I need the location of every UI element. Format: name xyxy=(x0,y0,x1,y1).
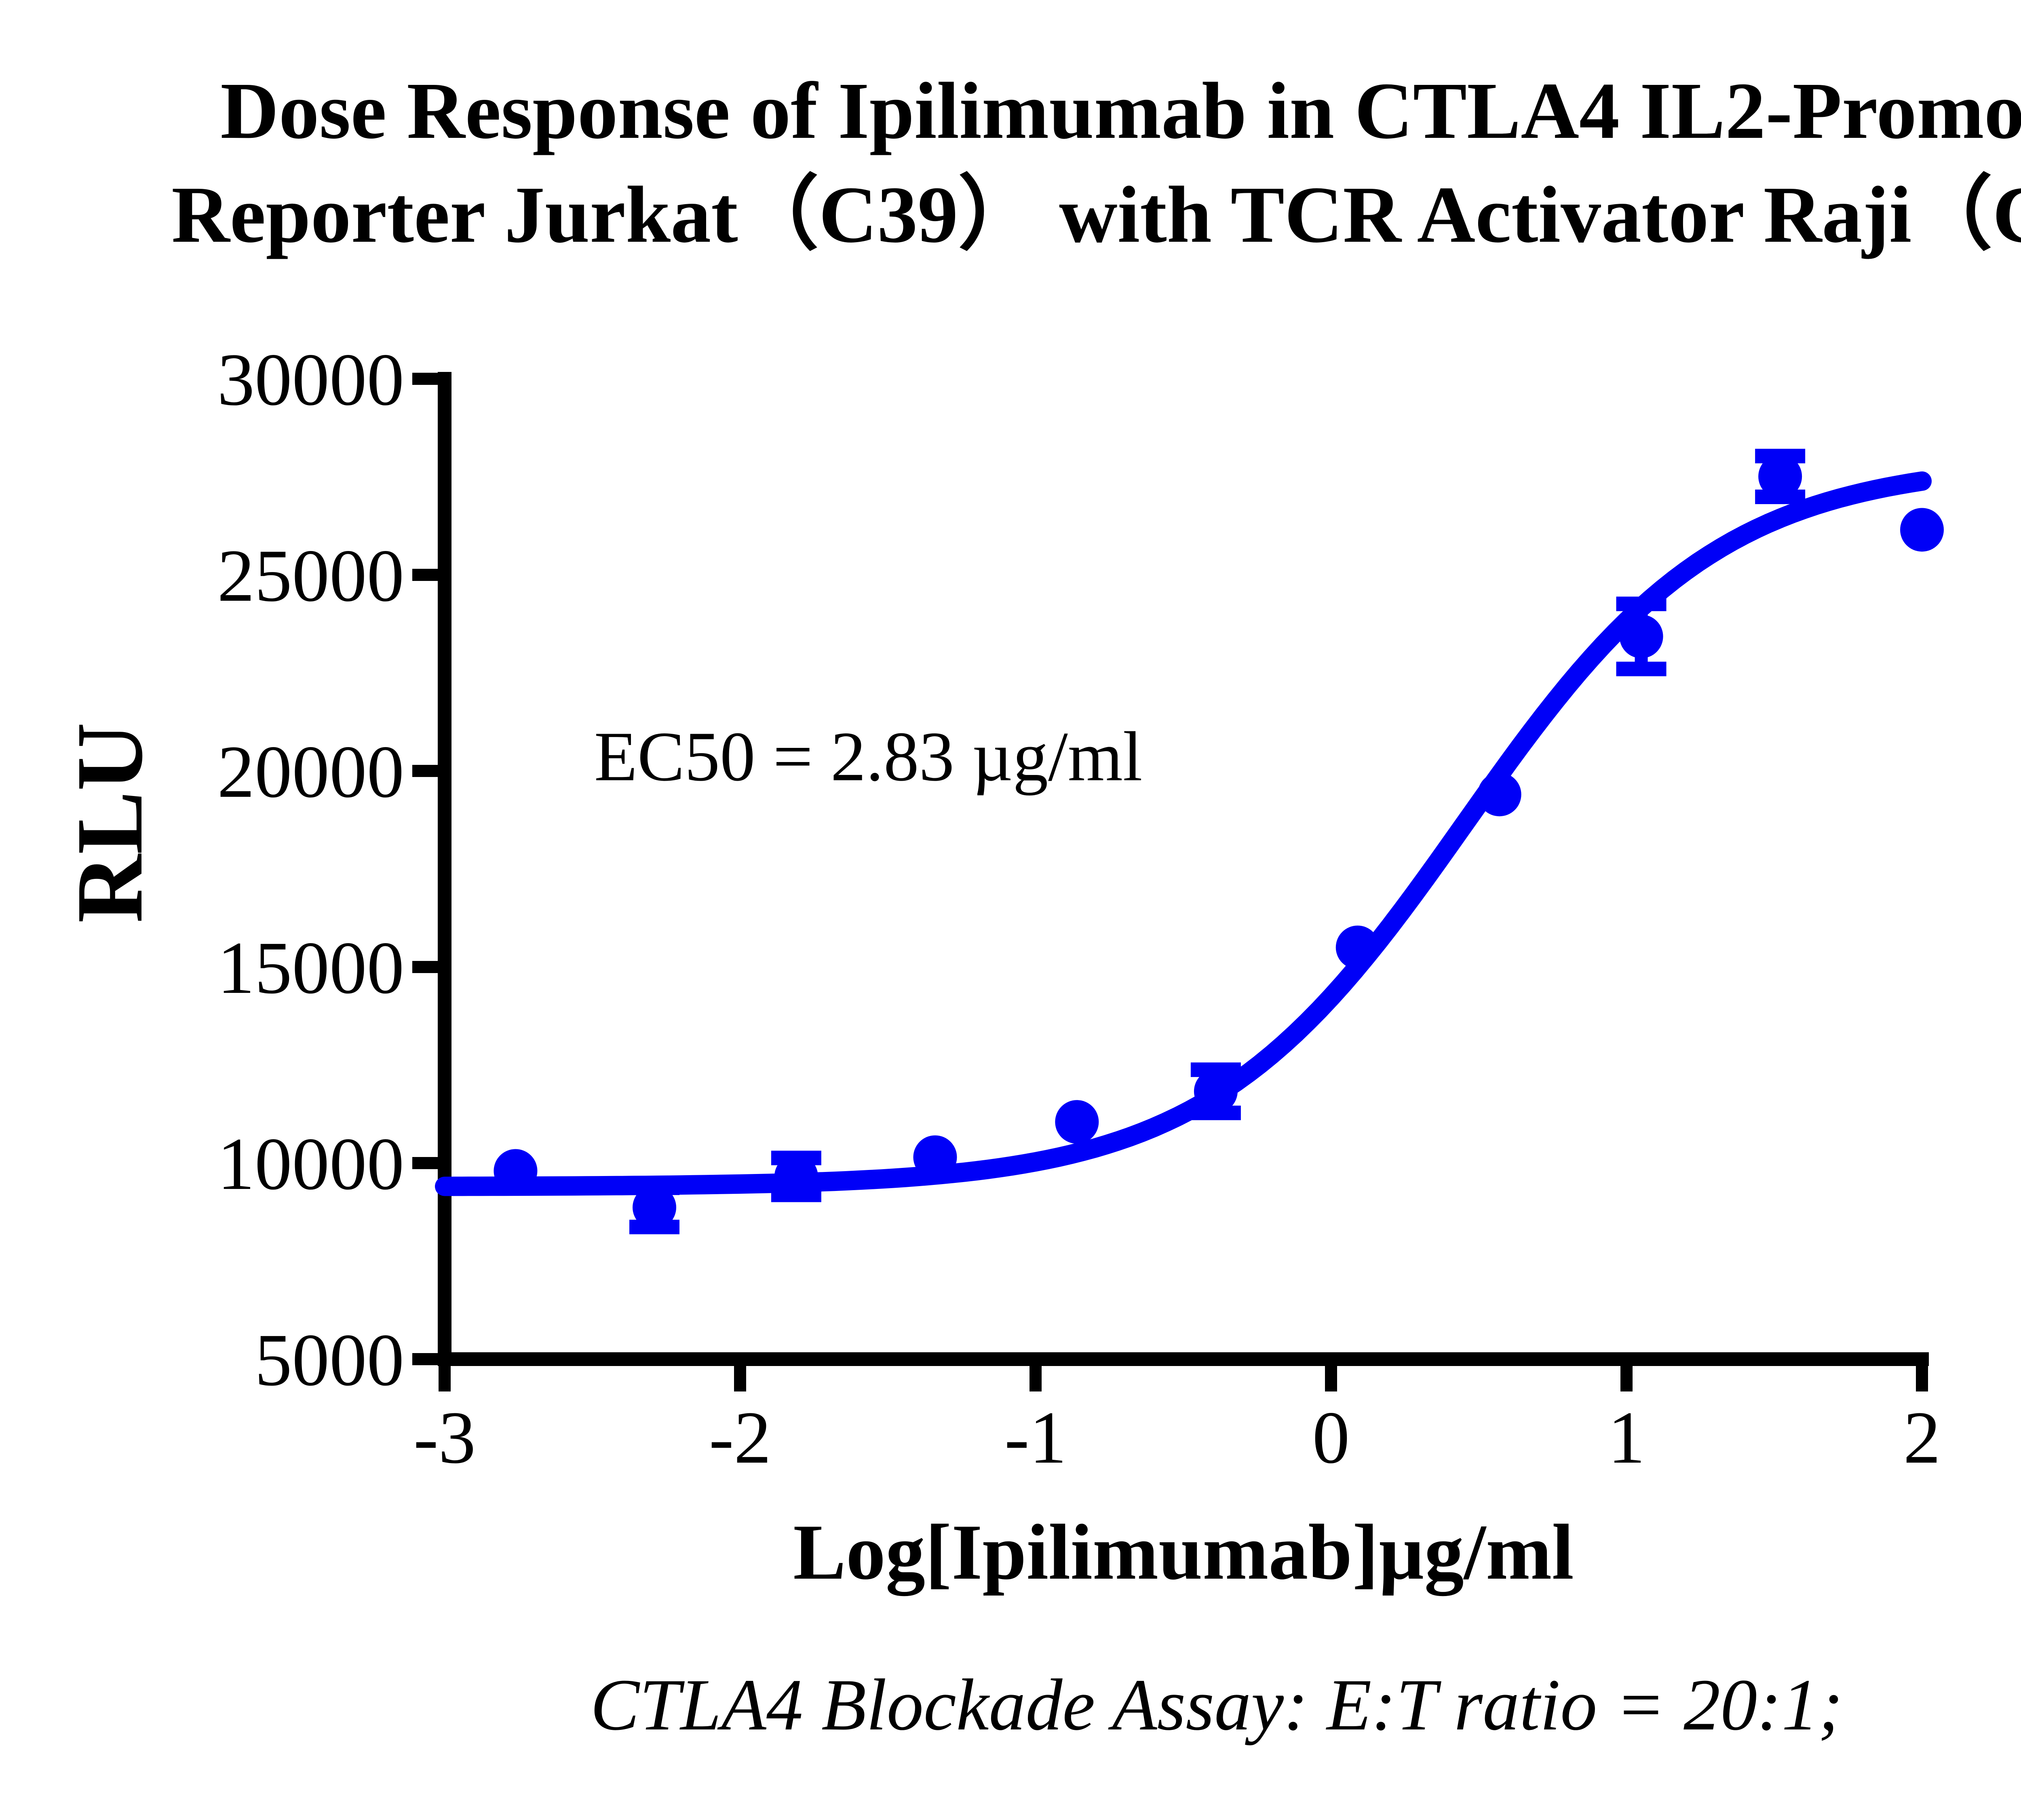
y-tick-label: 25000 xyxy=(217,534,405,617)
data-point-marker xyxy=(1194,1069,1238,1113)
x-tick-label: -1 xyxy=(1004,1396,1067,1479)
fit-curve-group xyxy=(435,471,1932,1196)
y-tick-label: 15000 xyxy=(217,927,405,1009)
data-point-marker xyxy=(633,1185,677,1229)
data-point-marker xyxy=(774,1154,818,1198)
chart-title-line-2: Reporter Jurkat（C39） with TCR Activator … xyxy=(171,170,2021,260)
tick-labels: 5000 10000 15000 20000 25000 30000 -3 -2 -1 0 1 2 xyxy=(217,338,1941,1479)
data-point-marker xyxy=(1477,773,1521,817)
data-point-marker xyxy=(1055,1100,1099,1144)
ec50-annotation: EC50 = 2.83 µg/ml xyxy=(594,717,1143,796)
data-point-marker xyxy=(494,1149,538,1193)
x-axis-title: Log[Ipilimumab]µg/ml xyxy=(793,1508,1574,1596)
x-tick-label: 1 xyxy=(1608,1396,1645,1479)
dose-response-curve xyxy=(435,471,1932,1196)
figure-caption: CTLA4 Blockade Assay: E:T ratio = 20:1; xyxy=(591,1664,1843,1746)
x-tick-label: 0 xyxy=(1312,1396,1350,1479)
data-points xyxy=(494,454,1944,1229)
chart-title-line-1: Dose Response of Ipilimumab in CTLA4 IL2… xyxy=(220,66,2021,156)
y-tick-label: 30000 xyxy=(217,338,405,421)
plot-area: 5000 10000 15000 20000 25000 30000 -3 -2 -1 0 1 2 xyxy=(217,338,1944,1479)
data-point-marker xyxy=(1619,614,1663,659)
y-tick-label: 10000 xyxy=(217,1123,405,1206)
data-point-marker xyxy=(1335,925,1380,969)
x-tick-label: -3 xyxy=(413,1396,476,1479)
y-tick-label: 20000 xyxy=(217,731,405,813)
data-point-marker xyxy=(1758,454,1802,498)
y-axis-title: RLU xyxy=(57,722,162,923)
axis-ticks xyxy=(412,373,1928,1391)
y-tick-label: 5000 xyxy=(255,1319,404,1402)
x-tick-label: 2 xyxy=(1903,1396,1941,1479)
x-tick-label: -2 xyxy=(709,1396,771,1479)
data-point-marker xyxy=(1900,508,1944,552)
data-point-marker xyxy=(913,1135,957,1179)
